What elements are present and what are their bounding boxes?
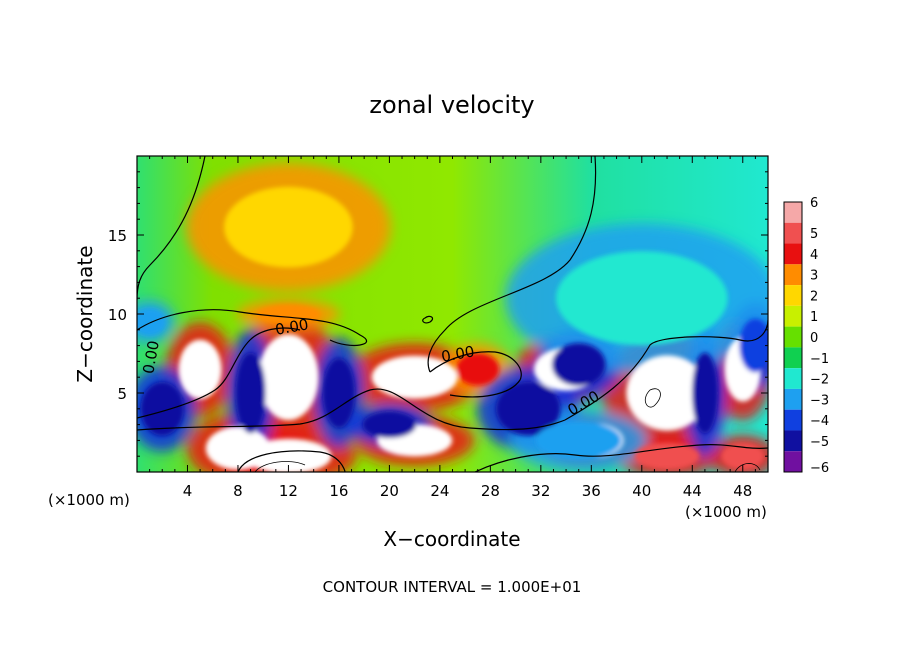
colorbar-swatch (784, 326, 802, 348)
x-axis-label: X−coordinate (383, 527, 520, 551)
contour-line (564, 319, 768, 421)
colorbar-label: −4 (810, 414, 829, 429)
x-tick-label: 36 (582, 482, 601, 500)
plot-area: 0.00 0.00 0.00 0.00 (137, 156, 768, 472)
colorbar-label: −1 (810, 352, 829, 367)
contour-line (137, 388, 566, 431)
field-core (555, 251, 728, 346)
x-tick-label: 16 (329, 482, 348, 500)
field-core (551, 343, 606, 387)
colorbar-label: 3 (810, 269, 818, 284)
field-core (245, 438, 332, 472)
contour-line (429, 351, 522, 398)
field-core (692, 352, 718, 434)
field-core (456, 353, 500, 386)
contour-line (237, 450, 346, 472)
y-tick-label: 5 (117, 385, 127, 403)
field-core (535, 421, 622, 460)
field-core (371, 355, 458, 399)
colorbar-swatch (784, 264, 802, 286)
field-core (322, 358, 356, 428)
field-core (258, 334, 319, 421)
colorbar-label: −6 (810, 461, 829, 476)
contour-lines (137, 156, 768, 472)
contour-line (137, 156, 206, 301)
x-tick-label: 20 (380, 482, 399, 500)
colorbar-swatch (784, 285, 802, 306)
contour-line (644, 388, 661, 408)
x-tick-label: 40 (632, 482, 651, 500)
colorbar-frame (783, 201, 803, 473)
colorbar-label: −3 (810, 393, 829, 408)
contour-line (137, 309, 368, 346)
chart-title: zonal velocity (369, 91, 534, 119)
field-core (137, 308, 166, 336)
colorbar-label: 1 (810, 310, 818, 325)
colorbar-label: −5 (810, 435, 829, 450)
colorbar-label: −2 (810, 373, 829, 388)
colorbar-label: 2 (810, 289, 818, 304)
colorbar-swatch (784, 409, 802, 431)
contour-line (422, 315, 434, 324)
colorbar-label: 4 (810, 248, 818, 263)
field-core (626, 355, 708, 431)
field-core (178, 339, 222, 399)
colorbar-label: 0 (810, 331, 818, 346)
field-core (721, 442, 765, 470)
x-tick-label: 8 (233, 482, 243, 500)
colorbar-swatch (784, 222, 802, 244)
x-tick-label: 12 (279, 482, 298, 500)
x-unit-right: (×1000 m) (685, 503, 767, 521)
field-core (140, 381, 184, 436)
velocity-cores (137, 186, 768, 472)
contour-label: 0.00 (274, 315, 310, 339)
colorbar-swatch (784, 243, 802, 265)
colorbar-swatch (784, 388, 802, 410)
contour-line (137, 327, 301, 419)
contour-label: 0.00 (139, 339, 163, 375)
x-tick-label: 24 (430, 482, 449, 500)
field-core (362, 411, 417, 439)
colorbar-swatch (784, 202, 802, 223)
x-tick-label: 32 (531, 482, 550, 500)
y-tick-label: 15 (108, 227, 127, 245)
field-core (739, 318, 768, 373)
x-tick-label: 28 (481, 482, 500, 500)
x-unit-left: (×1000 m) (48, 491, 130, 509)
contour-line (734, 463, 761, 472)
field-core (235, 352, 266, 434)
y-tick-label: 10 (108, 306, 127, 324)
x-tick-label: 48 (733, 482, 752, 500)
colorbar-swatch (784, 430, 802, 452)
contour-line (427, 156, 597, 373)
contour-label: 0.00 (440, 342, 476, 366)
colorbar: 6 5 4 3 2 1 0 −1 −2 −3 −4 −5 −6 (783, 196, 829, 476)
contour-interval-footer: CONTOUR INTERVAL = 1.000E+01 (323, 578, 582, 596)
colorbar-swatch (784, 305, 802, 327)
colorbar-swatch (784, 368, 802, 389)
contour-line (474, 444, 768, 472)
field-core (224, 186, 353, 268)
contour-line (254, 461, 306, 472)
colorbar-swatch (784, 347, 802, 369)
field-core (634, 442, 700, 470)
colorbar-label: 5 (810, 227, 818, 242)
colorbar-swatch (784, 451, 802, 472)
x-tick-label: 4 (183, 482, 193, 500)
x-tick-label: 44 (683, 482, 702, 500)
colorbar-label: 6 (810, 196, 818, 211)
y-axis-label: Z−coordinate (73, 245, 97, 382)
field-core (496, 381, 561, 436)
